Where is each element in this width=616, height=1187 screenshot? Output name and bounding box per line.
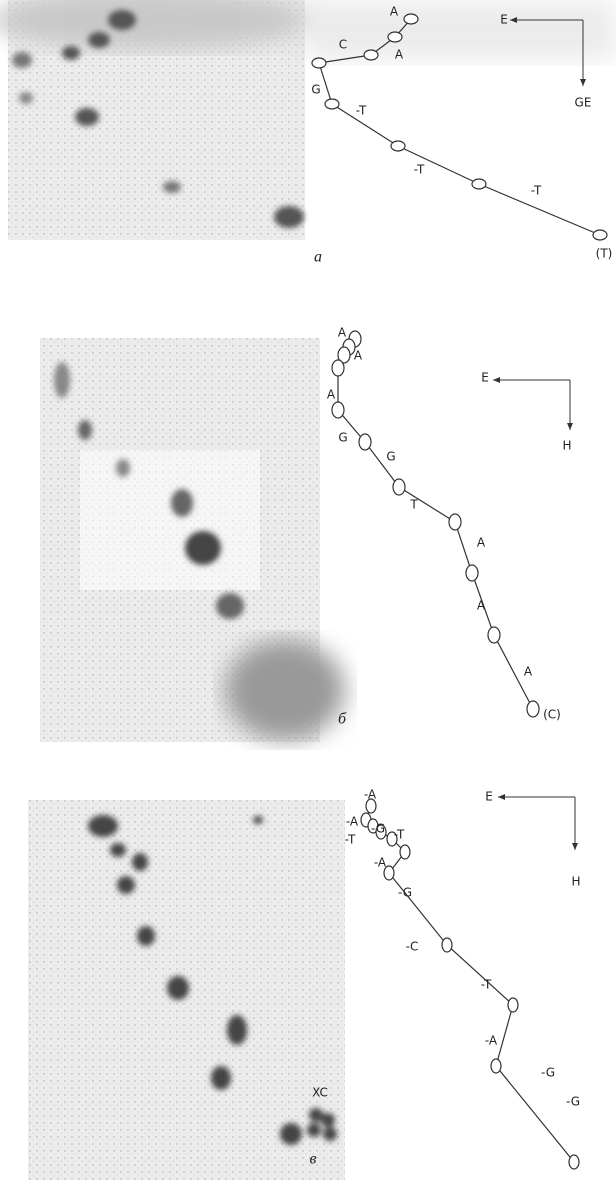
oligo-node: [386, 831, 398, 847]
sequence-label: A: [327, 388, 336, 402]
sequence-label: A: [524, 665, 533, 679]
oligo-node: [383, 865, 395, 881]
oligo-node: [403, 13, 419, 25]
sequence-label: -T: [414, 163, 425, 177]
oligo-node: [358, 433, 372, 451]
sequence-label: -T: [345, 833, 356, 847]
oligo-node: [365, 798, 377, 814]
sequence-label: (T): [596, 247, 613, 261]
sequence-label: -G: [371, 822, 385, 836]
oligo-node: [471, 178, 487, 190]
oligo-node: [568, 1154, 580, 1170]
sequence-label: -A: [374, 856, 387, 870]
oligo-node: [392, 478, 406, 496]
axis-v-label: GE: [575, 96, 592, 110]
sequence-label: -G: [398, 886, 412, 900]
oligo-node: [399, 844, 411, 860]
oligo-node: [337, 346, 351, 364]
sequence-label: T: [409, 498, 418, 512]
arrow-h: [493, 377, 500, 383]
sequence-label: A: [477, 599, 486, 613]
sequence-path: [337, 338, 534, 710]
sequence-label: A: [338, 326, 347, 340]
sequence-path: [365, 805, 575, 1163]
spot-label: XC: [312, 1086, 328, 1100]
sequence-label: -G: [566, 1095, 580, 1109]
oligo-node: [324, 98, 340, 110]
sequence-label: -T: [481, 978, 492, 992]
sequence-label: -A: [364, 788, 377, 802]
photo-a: [0, 0, 616, 240]
sequence-label: G: [386, 450, 395, 464]
axis-h-label: E: [481, 371, 489, 385]
axis-v-label: H: [562, 439, 571, 453]
axis-h-label: E: [485, 790, 493, 804]
sequence-label: -T: [531, 184, 542, 198]
oligo-node: [507, 997, 519, 1013]
sequence-label: A: [390, 5, 399, 19]
arrow-v: [580, 79, 586, 86]
oligo-node: [526, 700, 540, 718]
photo-b: [40, 338, 345, 742]
oligo-node: [363, 49, 379, 61]
oligo-node: [441, 937, 453, 953]
oligo-node: [487, 626, 501, 644]
sequence-label: -T: [356, 104, 367, 118]
oligo-node: [465, 564, 479, 582]
axis-v-label: H: [571, 875, 580, 889]
sequence-label: A: [395, 48, 404, 62]
arrow-v: [572, 843, 578, 850]
sequence-label: -A: [485, 1034, 498, 1048]
oligo-node: [387, 31, 403, 43]
panel-letter: в: [310, 1151, 317, 1168]
oligo-node: [490, 1058, 502, 1074]
oligo-node: [592, 229, 608, 241]
oligo-node: [311, 57, 327, 69]
sequence-label: A: [477, 536, 486, 550]
sequence-label: A: [354, 349, 363, 363]
oligo-node: [448, 513, 462, 531]
oligo-node: [375, 824, 387, 840]
sequence-label: G: [311, 83, 320, 97]
axis-h-label: E: [500, 13, 508, 27]
oligo-node: [331, 359, 345, 377]
sequence-label: -T: [394, 828, 405, 842]
photo-c: [28, 800, 345, 1180]
sequence-label: C: [339, 38, 347, 52]
sequence-label: -G: [541, 1066, 555, 1080]
oligo-node: [331, 401, 345, 419]
arrow-v: [567, 423, 573, 430]
arrow-h: [498, 794, 505, 800]
sequence-label: G: [338, 431, 347, 445]
oligo-node: [390, 140, 406, 152]
panel-letter: a: [314, 249, 322, 266]
sequence-label: -A: [346, 815, 359, 829]
sequence-label: -C: [406, 940, 419, 954]
arrow-h: [510, 17, 517, 23]
panel-letter: б: [338, 711, 347, 728]
sequence-label: (C): [543, 708, 561, 722]
